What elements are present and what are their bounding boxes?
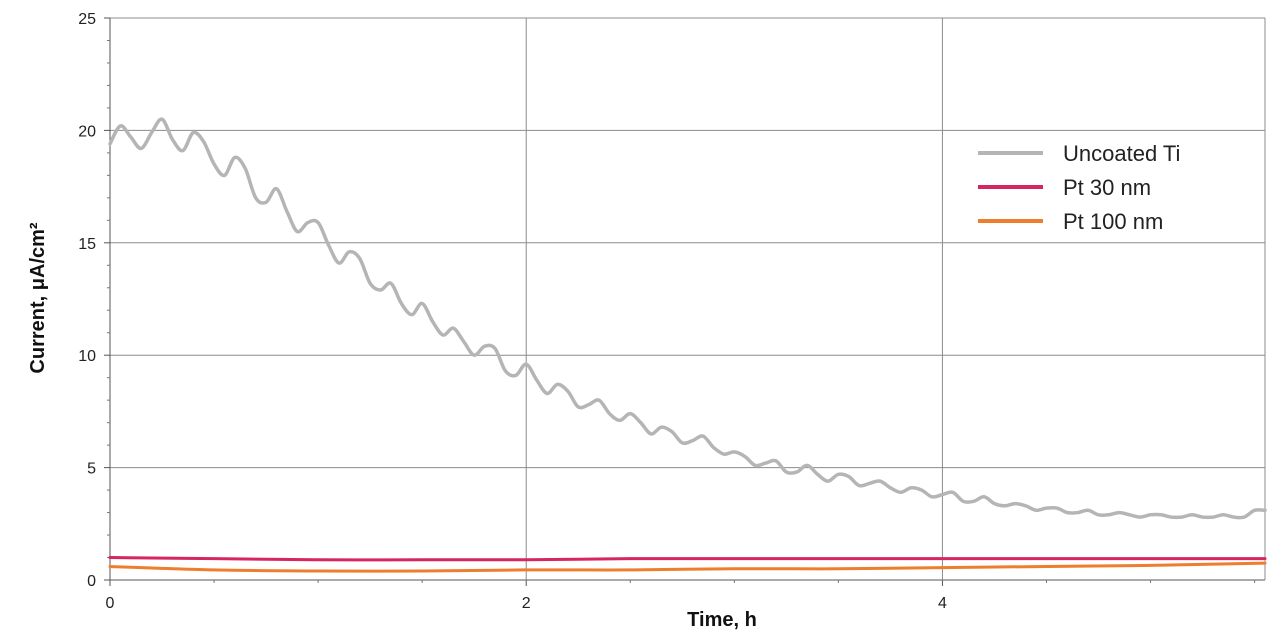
x-tick-label: 0 bbox=[106, 595, 115, 612]
legend: Uncoated Ti Pt 30 nm Pt 100 nm bbox=[978, 141, 1180, 234]
x-tick-label: 2 bbox=[522, 595, 531, 612]
minor-ticks bbox=[107, 39, 1256, 583]
y-tick-label: 15 bbox=[78, 236, 96, 253]
tick-labels: 0 5 10 15 20 25 0 2 4 bbox=[78, 11, 947, 612]
series-line-2 bbox=[108, 556, 1267, 562]
y-tick-label: 0 bbox=[87, 573, 96, 590]
grid bbox=[104, 17, 1266, 586]
y-tick-label: 25 bbox=[78, 11, 96, 28]
y-tick-label: 5 bbox=[87, 461, 96, 478]
legend-label: Uncoated Ti bbox=[1063, 141, 1180, 166]
x-axis-title: Time, h bbox=[687, 609, 757, 631]
x-tick-label: 4 bbox=[938, 595, 947, 612]
series-layer bbox=[108, 117, 1267, 573]
legend-label: Pt 30 nm bbox=[1063, 175, 1151, 200]
series-line-3 bbox=[108, 561, 1267, 573]
y-axis-title: Current, μA/cm² bbox=[27, 222, 49, 373]
series-line-1 bbox=[108, 117, 1267, 520]
y-tick-label: 20 bbox=[78, 123, 96, 140]
y-tick-label: 10 bbox=[78, 348, 96, 365]
legend-label: Pt 100 nm bbox=[1063, 209, 1163, 234]
